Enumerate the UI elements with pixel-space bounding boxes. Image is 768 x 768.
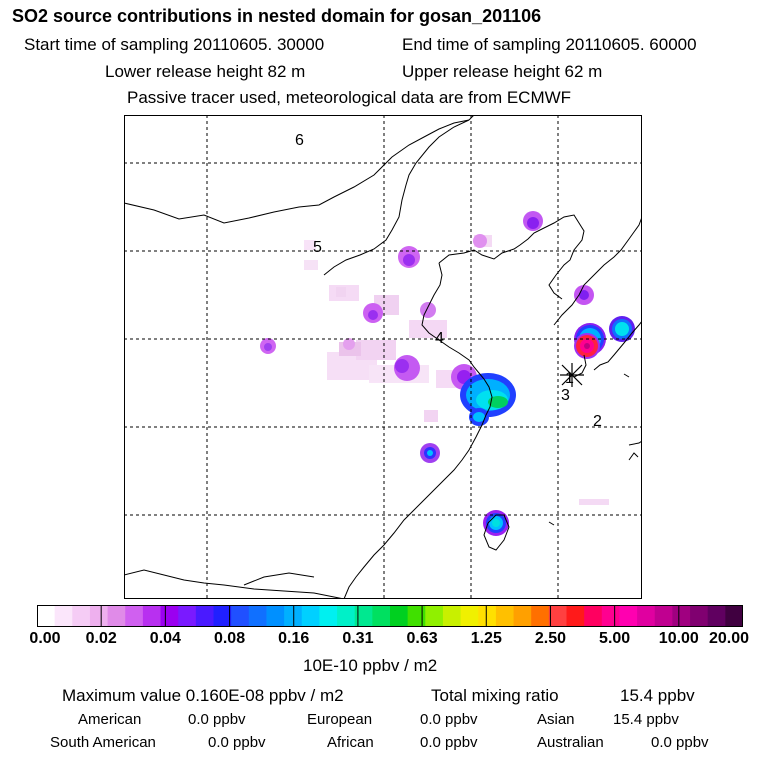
colorbar-cell	[619, 605, 638, 627]
colorbar-cell	[707, 605, 726, 627]
lat-lon-grid	[124, 115, 642, 599]
colorbar-cell	[531, 605, 550, 627]
receptor-marker	[560, 363, 584, 387]
tracer-note: Passive tracer used, meteorological data…	[127, 88, 572, 107]
region-value: 0.0 ppbv	[208, 734, 266, 751]
region-name: Asian	[537, 711, 575, 728]
colorbar-cells	[37, 605, 743, 627]
colorbar-tick-label: 1.25	[470, 630, 502, 647]
colorbar-tick-label: 5.00	[599, 630, 631, 647]
trajectory-label-1: 1	[565, 370, 574, 387]
coastlines	[124, 115, 642, 599]
total-mixing-label: Total mixing ratio	[431, 686, 559, 705]
trajectory-label-6: 6	[295, 132, 304, 149]
colorbar-cell	[690, 605, 709, 627]
colorbar-cell	[442, 605, 462, 627]
colorbar-tick-label: 2.50	[534, 630, 567, 647]
region-value: 15.4 ppbv	[613, 711, 679, 728]
trajectory-label-4: 4	[435, 330, 444, 347]
colorbar-tick-label: 20.00	[708, 630, 750, 647]
colorbar-tick-label: 0.31	[342, 630, 374, 647]
colorbar-cell	[548, 605, 568, 627]
region-name: Australian	[537, 734, 604, 751]
colorbar-tick-label: 0.00	[29, 630, 61, 647]
colorbar-cell	[672, 605, 691, 627]
end-time: End time of sampling 20110605. 60000	[402, 35, 697, 54]
colorbar-tick-label: 0.02	[85, 630, 117, 647]
lower-release-height: Lower release height 82 m	[105, 62, 306, 81]
colorbar-tick-label: 10.00	[658, 630, 699, 647]
colorbar-cell	[637, 605, 656, 627]
colorbar	[37, 605, 743, 627]
colorbar-cell	[460, 605, 479, 627]
region-name: American	[78, 711, 142, 728]
colorbar-units: 10E-10 ppbv / m2	[303, 656, 438, 675]
region-name: African	[327, 734, 374, 751]
colorbar-cell	[231, 605, 250, 627]
colorbar-cell	[72, 605, 91, 627]
map-title: SO2 source contributions in nested domai…	[12, 6, 542, 26]
colorbar-dividers	[100, 605, 680, 627]
colorbar-tick-label: 0.63	[406, 630, 438, 647]
colorbar-cell	[266, 605, 285, 627]
colorbar-cell	[337, 605, 356, 627]
colorbar-cell	[142, 605, 162, 627]
colorbar-cell	[425, 605, 444, 627]
colorbar-cell	[125, 605, 144, 627]
colorbar-cell	[495, 605, 515, 627]
colorbar-cell	[54, 605, 73, 627]
colorbar-ticks: 0.00 0.02 0.04 0.08 0.16 0.31 0.63 1.25 2.50 5.00…	[0, 630, 768, 650]
colorbar-cell	[478, 605, 497, 627]
colorbar-tick-label: 0.04	[149, 630, 181, 647]
colorbar-cell	[107, 605, 126, 627]
trajectory-label-3: 3	[561, 387, 570, 404]
colorbar-cell	[319, 605, 338, 627]
map-frame	[124, 115, 642, 599]
trajectory-label-5: 5	[313, 239, 322, 256]
colorbar-cell	[354, 605, 373, 627]
colorbar-cell	[566, 605, 585, 627]
region-value: 0.0 ppbv	[651, 734, 709, 751]
region-name: South American	[50, 734, 156, 751]
colorbar-cell	[513, 605, 532, 627]
trajectory-label-2: 2	[593, 413, 602, 430]
max-value: Maximum value 0.160E-08 ppbv / m2	[62, 686, 344, 705]
colorbar-cell	[725, 605, 743, 627]
colorbar-cell	[372, 605, 391, 627]
colorbar-tick-label: 0.16	[278, 630, 310, 647]
upper-release-height: Upper release height 62 m	[402, 62, 603, 81]
colorbar-cell	[213, 605, 232, 627]
colorbar-cell	[390, 605, 409, 627]
colorbar-cell	[407, 605, 426, 627]
colorbar-cell	[37, 605, 56, 627]
region-name: European	[307, 711, 373, 728]
colorbar-cell	[601, 605, 621, 627]
colorbar-cell	[301, 605, 320, 627]
colorbar-cell	[195, 605, 215, 627]
colorbar-cell	[654, 605, 673, 627]
colorbar-tick-label: 0.08	[213, 630, 246, 647]
region-value: 0.0 ppbv	[420, 734, 478, 751]
colorbar-frame	[37, 605, 743, 627]
colorbar-cell	[284, 605, 303, 627]
source-blobs	[260, 211, 635, 536]
start-time: Start time of sampling 20110605. 30000	[24, 35, 325, 54]
contribution-map: 6 5 4 1 3 2	[124, 115, 642, 599]
colorbar-cell	[178, 605, 197, 627]
colorbar-cell	[89, 605, 109, 627]
colorbar-cell	[248, 605, 268, 627]
total-mixing-value: 15.4 ppbv	[620, 686, 695, 705]
colorbar-cell	[160, 605, 179, 627]
region-value: 0.0 ppbv	[420, 711, 478, 728]
colorbar-cell	[584, 605, 603, 627]
region-value: 0.0 ppbv	[188, 711, 246, 728]
